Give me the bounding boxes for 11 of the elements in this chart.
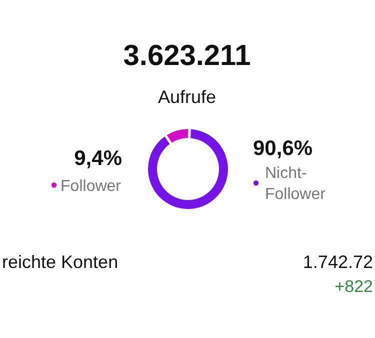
data-label: 9,4% xyxy=(74,147,122,170)
legend-label: Follower xyxy=(60,178,122,195)
text: +822 xyxy=(334,277,373,296)
donut-slice xyxy=(148,129,228,209)
text: reichte Konten xyxy=(2,252,118,272)
data-label: 90,6% xyxy=(253,137,313,160)
donut-slice xyxy=(166,129,188,143)
text: 1.742.72 xyxy=(302,252,373,272)
chart-title: 3.623.211 xyxy=(123,40,251,72)
legend-label: Nicht-Follower xyxy=(265,165,326,203)
chart-subtitle: Aufrufe xyxy=(158,87,216,107)
